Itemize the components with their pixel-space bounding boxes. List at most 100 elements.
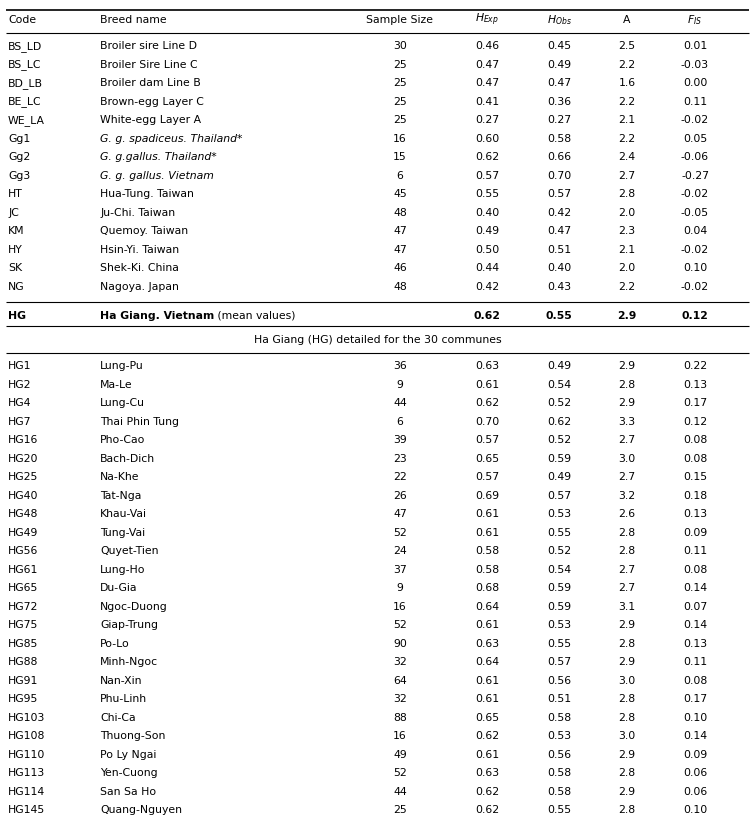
Text: 36: 36: [393, 361, 407, 371]
Text: 2.9: 2.9: [618, 398, 636, 409]
Text: 2.7: 2.7: [618, 565, 636, 575]
Text: 2.2: 2.2: [618, 282, 636, 292]
Text: 0.47: 0.47: [475, 60, 499, 70]
Text: 0.58: 0.58: [547, 713, 571, 723]
Text: G. g.gallus. Thailand*: G. g.gallus. Thailand*: [100, 153, 217, 162]
Text: HG75: HG75: [8, 620, 39, 631]
Text: 0.57: 0.57: [547, 189, 571, 199]
Text: 0.58: 0.58: [547, 787, 571, 797]
Text: $H_{Obs}$: $H_{Obs}$: [547, 13, 572, 27]
Text: 0.60: 0.60: [475, 134, 499, 144]
Text: 2.2: 2.2: [618, 60, 636, 70]
Text: 0.61: 0.61: [475, 750, 499, 760]
Text: -0.02: -0.02: [681, 282, 709, 292]
Text: 0.46: 0.46: [475, 42, 499, 51]
Text: 0.63: 0.63: [475, 639, 499, 649]
Text: 0.50: 0.50: [475, 245, 499, 255]
Text: 0.52: 0.52: [547, 398, 571, 409]
Text: 25: 25: [393, 115, 407, 126]
Text: 22: 22: [393, 472, 407, 482]
Text: G. g. spadiceus. Thailand*: G. g. spadiceus. Thailand*: [100, 134, 242, 144]
Text: -0.02: -0.02: [681, 115, 709, 126]
Text: 2.7: 2.7: [618, 171, 636, 181]
Text: Broiler dam Line B: Broiler dam Line B: [100, 78, 201, 88]
Text: Tung-Vai: Tung-Vai: [100, 528, 145, 538]
Text: 49: 49: [393, 750, 407, 760]
Text: 0.53: 0.53: [547, 620, 571, 631]
Text: 0.12: 0.12: [683, 417, 707, 427]
Text: Brown-egg Layer C: Brown-egg Layer C: [100, 97, 204, 107]
Text: 24: 24: [393, 547, 407, 557]
Text: 0.13: 0.13: [683, 639, 707, 649]
Text: Ju-Chi. Taiwan: Ju-Chi. Taiwan: [100, 208, 175, 218]
Text: 45: 45: [393, 189, 407, 199]
Text: 6: 6: [396, 171, 403, 181]
Text: 46: 46: [393, 264, 407, 273]
Text: HG110: HG110: [8, 750, 45, 760]
Text: Thai Phin Tung: Thai Phin Tung: [100, 417, 179, 427]
Text: 2.9: 2.9: [618, 787, 636, 797]
Text: 3.3: 3.3: [618, 417, 636, 427]
Text: 0.42: 0.42: [547, 208, 571, 218]
Text: 0.62: 0.62: [475, 153, 499, 162]
Text: 0.62: 0.62: [475, 731, 499, 742]
Text: 0.36: 0.36: [547, 97, 571, 107]
Text: $F_{IS}$: $F_{IS}$: [688, 13, 703, 27]
Text: Code: Code: [8, 16, 36, 25]
Text: 2.8: 2.8: [618, 805, 636, 815]
Text: 2.8: 2.8: [618, 528, 636, 538]
Text: 88: 88: [393, 713, 407, 723]
Text: Du-Gia: Du-Gia: [100, 583, 137, 593]
Text: HG16: HG16: [8, 436, 39, 446]
Text: 0.70: 0.70: [547, 171, 571, 181]
Text: 0.62: 0.62: [473, 311, 501, 321]
Text: 0.08: 0.08: [683, 436, 707, 446]
Text: Quemoy. Taiwan: Quemoy. Taiwan: [100, 226, 188, 237]
Text: 0.41: 0.41: [475, 97, 499, 107]
Text: 47: 47: [393, 509, 407, 520]
Text: HG145: HG145: [8, 805, 45, 815]
Text: BS_LC: BS_LC: [8, 60, 42, 70]
Text: 16: 16: [393, 731, 407, 742]
Text: Bach-Dich: Bach-Dich: [100, 454, 155, 464]
Text: 32: 32: [393, 694, 407, 704]
Text: Po Ly Ngai: Po Ly Ngai: [100, 750, 156, 760]
Text: 0.64: 0.64: [475, 658, 499, 667]
Text: 52: 52: [393, 769, 407, 778]
Text: BE_LC: BE_LC: [8, 96, 42, 108]
Text: 0.13: 0.13: [683, 380, 707, 390]
Text: BS_LD: BS_LD: [8, 41, 42, 52]
Text: (mean values): (mean values): [214, 311, 296, 321]
Text: 2.1: 2.1: [618, 245, 636, 255]
Text: Gg1: Gg1: [8, 134, 30, 144]
Text: 0.54: 0.54: [547, 380, 571, 390]
Text: 0.22: 0.22: [683, 361, 707, 371]
Text: 0.14: 0.14: [683, 731, 707, 742]
Text: 0.57: 0.57: [475, 436, 499, 446]
Text: G. g. gallus. Vietnam: G. g. gallus. Vietnam: [100, 171, 214, 181]
Text: 0.52: 0.52: [547, 547, 571, 557]
Text: 47: 47: [393, 245, 407, 255]
Text: 0.12: 0.12: [682, 311, 708, 321]
Text: Ma-Le: Ma-Le: [100, 380, 133, 390]
Text: Na-Khe: Na-Khe: [100, 472, 140, 482]
Text: 2.9: 2.9: [618, 658, 636, 667]
Text: Nagoya. Japan: Nagoya. Japan: [100, 282, 179, 292]
Text: NG: NG: [8, 282, 25, 292]
Text: White-egg Layer A: White-egg Layer A: [100, 115, 201, 126]
Text: 0.47: 0.47: [547, 78, 571, 88]
Text: 9: 9: [396, 583, 403, 593]
Text: HG20: HG20: [8, 454, 39, 464]
Text: 0.15: 0.15: [683, 472, 707, 482]
Text: 0.13: 0.13: [683, 509, 707, 520]
Text: 2.9: 2.9: [618, 620, 636, 631]
Text: Tat-Nga: Tat-Nga: [100, 491, 141, 501]
Text: Lung-Cu: Lung-Cu: [100, 398, 145, 409]
Text: 0.11: 0.11: [683, 547, 707, 557]
Text: 0.44: 0.44: [475, 264, 499, 273]
Text: 0.47: 0.47: [547, 226, 571, 237]
Text: 0.08: 0.08: [683, 454, 707, 464]
Text: HG72: HG72: [8, 602, 39, 612]
Text: 2.8: 2.8: [618, 547, 636, 557]
Text: Minh-Ngoc: Minh-Ngoc: [100, 658, 158, 667]
